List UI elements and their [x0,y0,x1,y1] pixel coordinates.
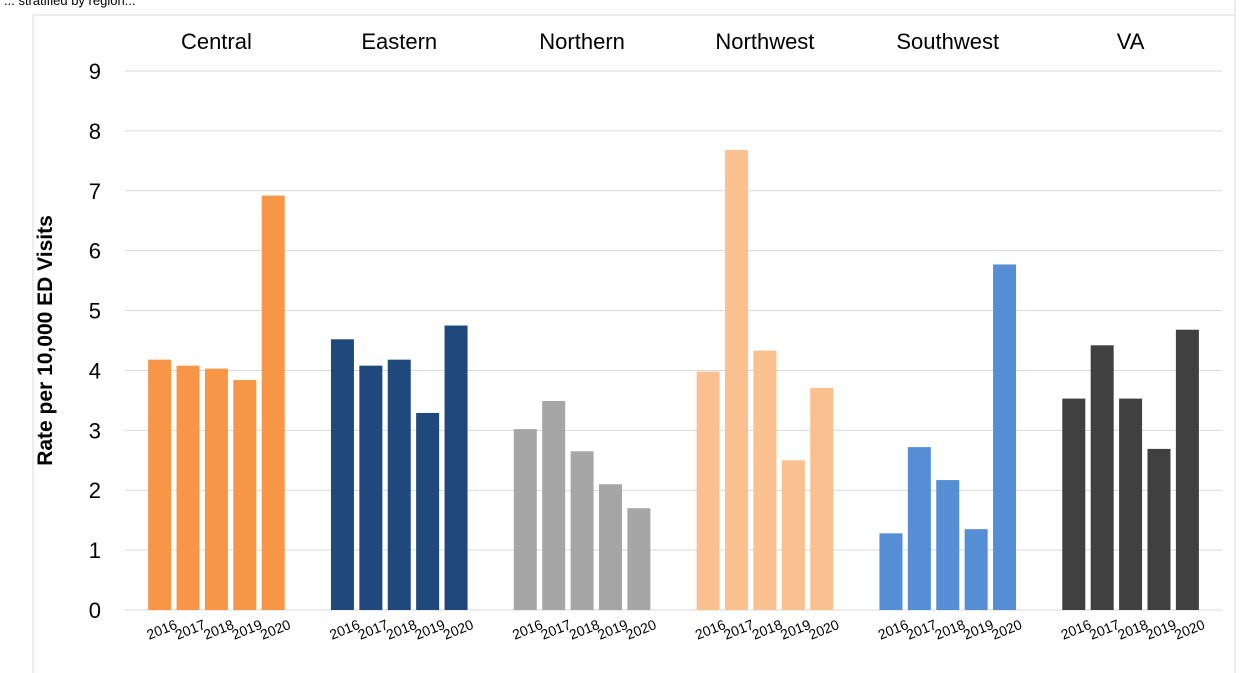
bar [1147,448,1171,610]
bar [879,533,903,610]
y-tick-label: 3 [89,418,101,443]
bar [1090,345,1114,610]
y-tick-label: 2 [89,478,101,503]
bar [936,480,960,610]
x-tick-label: 2020 [806,616,841,643]
bar [542,400,566,610]
bar [753,350,777,610]
bar [907,447,931,610]
bar [570,451,594,610]
panel-label: Central [181,29,252,54]
x-tick-label: 2020 [989,616,1024,643]
bar [627,508,651,610]
x-tick-label: 2020 [441,616,476,643]
region-panels: Central20162017201820192020Eastern201620… [144,29,1207,643]
y-axis-label: Rate per 10,000 ED Visits [34,215,57,466]
y-tick-label: 5 [89,299,101,324]
panel-label: VA [1117,29,1145,54]
y-tick-label: 0 [89,598,101,623]
panel-label: Northern [539,29,625,54]
bar [176,365,200,610]
y-tick-label: 1 [89,538,101,563]
y-tick-label: 6 [89,239,101,264]
bar [387,359,411,610]
panel-label: Eastern [361,29,437,54]
bar [781,460,805,610]
bar [148,359,172,610]
bar [513,429,537,610]
y-tick-label: 4 [89,358,101,383]
y-tick-label: 8 [89,119,101,144]
y-axis-ticks: 0 1 2 3 4 5 6 7 8 9 [89,59,101,623]
panel-label: Northwest [715,29,814,54]
bar [359,365,383,610]
bar [1175,329,1199,610]
x-tick-label: 2020 [258,616,293,643]
gridlines [125,70,1222,611]
bar [1119,398,1143,610]
bar [444,325,468,610]
bar [598,484,622,610]
header-fragment: ... stratified by region... [4,0,136,8]
bar [810,387,834,610]
bar [416,412,440,610]
x-tick-label: 2020 [624,616,659,643]
panel-label: Southwest [896,29,999,54]
bar [1062,398,1086,610]
bar [233,380,257,610]
bar [204,368,228,610]
bar [993,264,1017,610]
bar [696,371,720,610]
bar [330,339,354,610]
x-tick-label: 2020 [1172,616,1207,643]
bar [725,150,749,610]
bar [964,529,988,610]
y-tick-label: 9 [89,59,101,84]
bar [261,195,285,610]
y-tick-label: 7 [89,179,101,204]
